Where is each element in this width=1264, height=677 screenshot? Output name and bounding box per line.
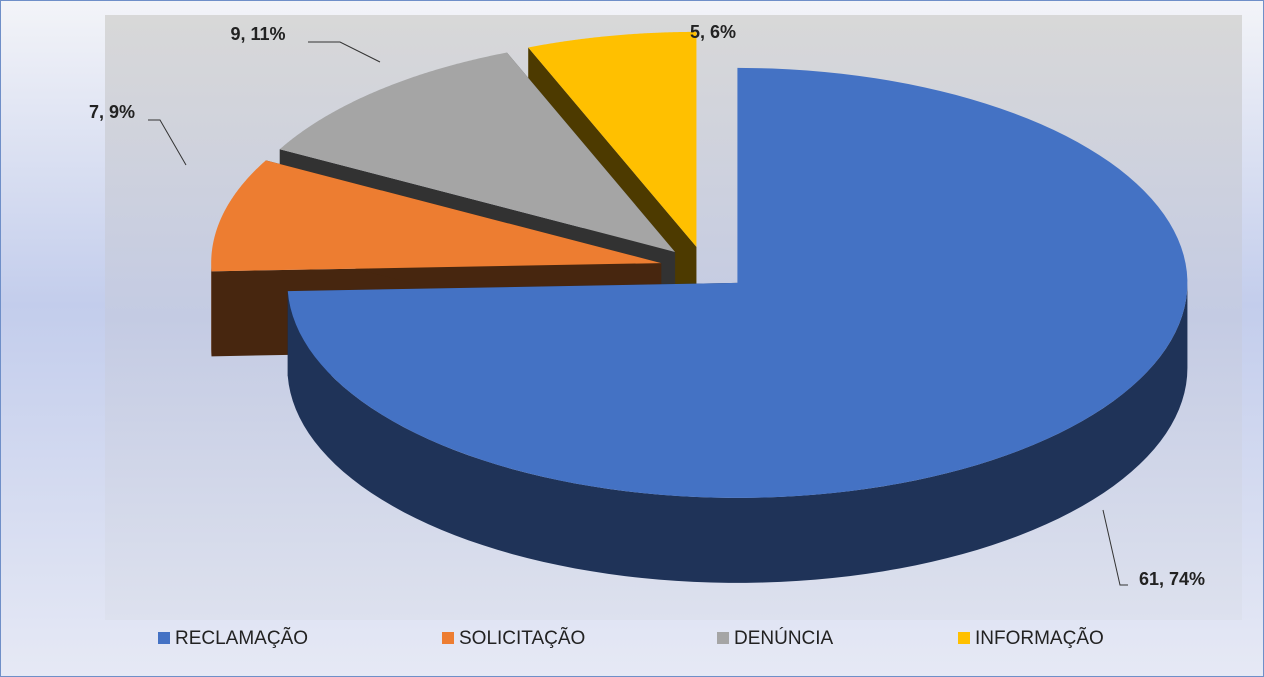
legend-label: RECLAMAÇÃO <box>175 627 308 649</box>
slice-side <box>287 282 1188 583</box>
data-label: 7, 9% <box>89 102 135 122</box>
leader-line <box>148 119 187 166</box>
pie <box>211 31 1188 583</box>
slice <box>287 67 1188 498</box>
slice <box>279 52 676 252</box>
legend-label: SOLICITAÇÃO <box>459 627 585 649</box>
legend-label: INFORMAÇÃO <box>975 627 1104 649</box>
leader-line <box>1102 509 1128 586</box>
data-label: 5, 6% <box>690 22 736 42</box>
leader-line <box>308 41 381 63</box>
legend-swatch <box>442 632 454 644</box>
slice <box>528 31 697 247</box>
data-label: 9, 11% <box>230 24 285 44</box>
legend-swatch <box>958 632 970 644</box>
data-labels: 61, 74% 7, 9% 9, 11% 5, 6% <box>89 22 1205 589</box>
legend-swatch <box>717 632 729 644</box>
legend-label: DENÚNCIA <box>734 627 834 649</box>
slice <box>211 160 662 272</box>
legend: RECLAMAÇÃO SOLICITAÇÃO DENÚNCIA INFORMAÇÃO <box>158 627 1104 649</box>
data-label: 61, 74% <box>1139 569 1205 589</box>
legend-swatch <box>158 632 170 644</box>
